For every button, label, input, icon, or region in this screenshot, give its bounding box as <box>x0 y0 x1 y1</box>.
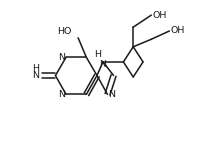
Text: OH: OH <box>171 26 185 35</box>
Text: OH: OH <box>152 11 167 20</box>
Text: N: N <box>108 90 115 99</box>
Text: H: H <box>94 50 101 59</box>
Text: HO: HO <box>57 27 71 36</box>
Text: N: N <box>99 60 107 69</box>
Text: N: N <box>58 53 65 62</box>
Text: H: H <box>32 64 39 73</box>
Text: N: N <box>32 71 39 80</box>
Text: N: N <box>58 90 65 99</box>
